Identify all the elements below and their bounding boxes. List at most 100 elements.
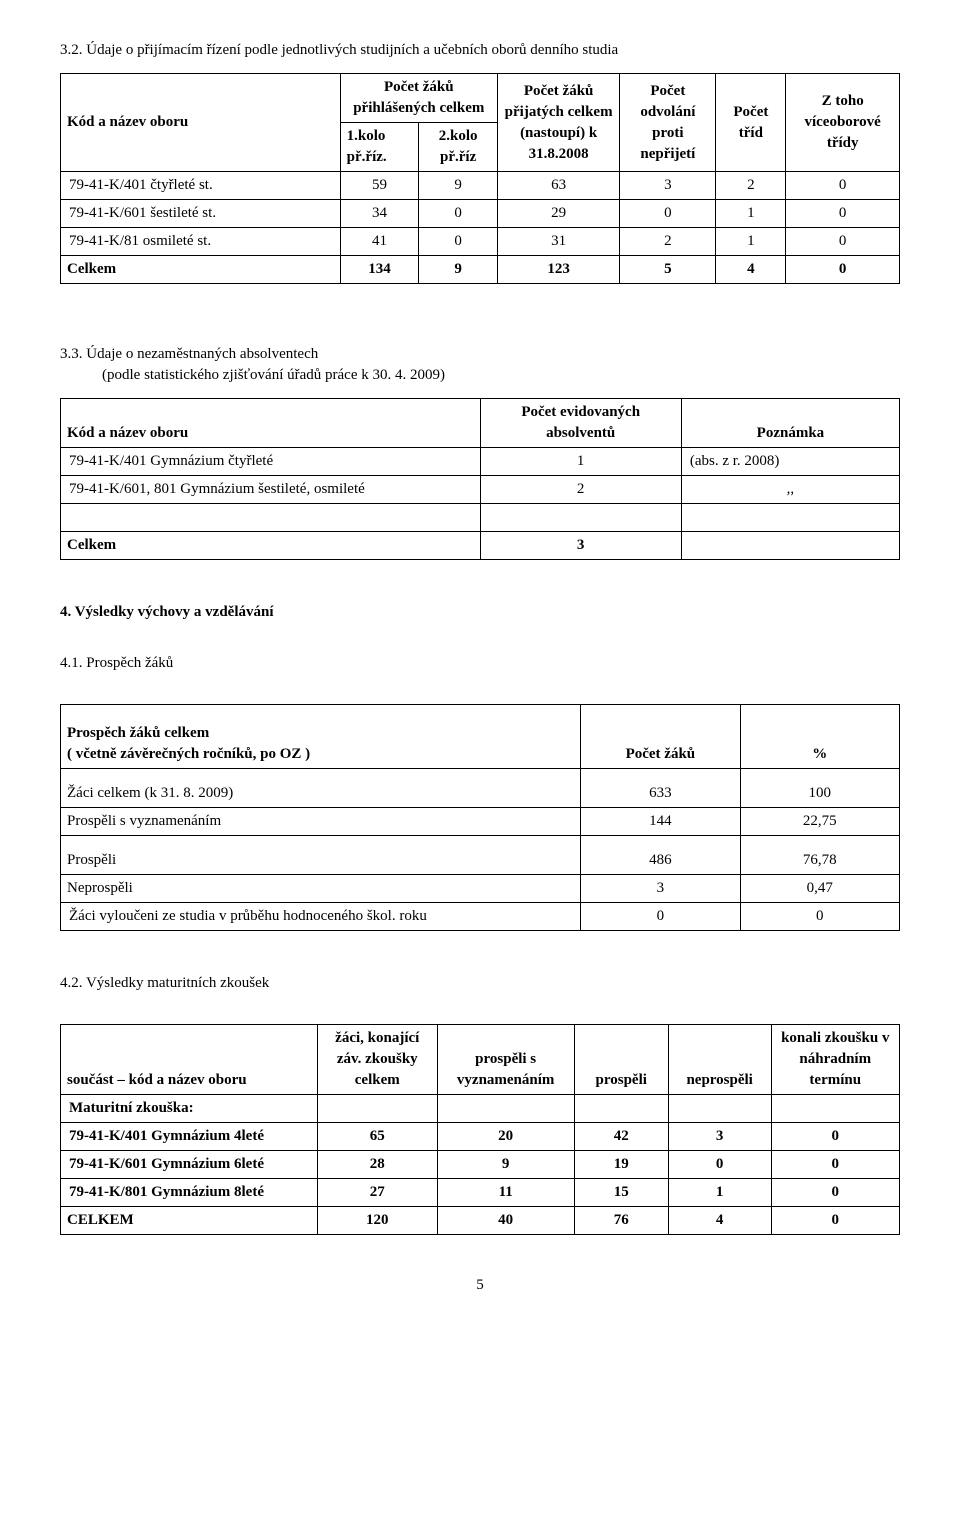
table-4-2: součást – kód a název oboru žáci, konají… xyxy=(60,1024,900,1235)
table-3-3: Kód a název oboru Počet evidovaných abso… xyxy=(60,398,900,560)
cell: 9 xyxy=(437,1151,574,1179)
cell-label: 79-41-K/401 čtyřleté st. xyxy=(61,172,341,200)
cell: 40 xyxy=(437,1207,574,1235)
cell-label: Prospěli xyxy=(61,836,581,875)
table-row: 79-41-K/401 Gymnázium 4leté 65 20 42 3 0 xyxy=(61,1123,900,1151)
th-pct: % xyxy=(740,705,899,769)
cell: 0 xyxy=(740,903,899,931)
page-number: 5 xyxy=(60,1275,900,1296)
table-row: Prospěli s vyznamenáním 144 22,75 xyxy=(61,808,900,836)
cell: 4 xyxy=(716,256,786,284)
cell: 3 xyxy=(480,532,681,560)
section-3-2-title: 3.2. Údaje o přijímacím řízení podle jed… xyxy=(102,40,900,61)
cell-label: 79-41-K/401 Gymnázium čtyřleté xyxy=(61,448,481,476)
cell-total-label: Celkem xyxy=(61,256,341,284)
cell: 27 xyxy=(317,1179,437,1207)
cell: 0 xyxy=(771,1123,899,1151)
cell: 0 xyxy=(786,256,900,284)
cell: 29 xyxy=(497,200,619,228)
cell: 31 xyxy=(497,228,619,256)
cell: 76,78 xyxy=(740,836,899,875)
table-row: Prospěli 486 76,78 xyxy=(61,836,900,875)
cell: 9 xyxy=(419,256,498,284)
cell: 144 xyxy=(581,808,740,836)
th-evid: Počet evidovaných absolventů xyxy=(480,399,681,448)
table-row: 79-41-K/601 šestileté st. 34 0 29 0 1 0 xyxy=(61,200,900,228)
cell: 9 xyxy=(419,172,498,200)
cell: 3 xyxy=(620,172,716,200)
cell-label: 79-41-K/801 Gymnázium 8leté xyxy=(61,1179,318,1207)
cell: 76 xyxy=(574,1207,668,1235)
th-pocet: Počet žáků xyxy=(581,705,740,769)
cell: 100 xyxy=(740,769,899,808)
table-row: 79-41-K/801 Gymnázium 8leté 27 11 15 1 0 xyxy=(61,1179,900,1207)
cell: 0 xyxy=(620,200,716,228)
cell: 0 xyxy=(668,1151,771,1179)
table-row-empty xyxy=(61,504,900,532)
cell: 134 xyxy=(340,256,419,284)
th-prijatych: Počet žáků přijatých celkem (nastoupí) k… xyxy=(497,74,619,172)
cell: 1 xyxy=(668,1179,771,1207)
cell-label: 79-41-K/81 osmileté st. xyxy=(61,228,341,256)
th-soucast: součást – kód a název oboru xyxy=(61,1025,318,1095)
cell-total-label: Celkem xyxy=(61,532,481,560)
cell: 3 xyxy=(668,1123,771,1151)
cell: 42 xyxy=(574,1123,668,1151)
table-4-1: Prospěch žáků celkem ( včetně závěrečnýc… xyxy=(60,704,900,931)
cell: 0 xyxy=(771,1151,899,1179)
cell: 19 xyxy=(574,1151,668,1179)
table-row: Žáci celkem (k 31. 8. 2009) 633 100 xyxy=(61,769,900,808)
section-4-title: 4. Výsledky výchovy a vzdělávání xyxy=(60,602,900,623)
cell: 1 xyxy=(716,200,786,228)
th-nahr: konali zkoušku v náhradním termínu xyxy=(771,1025,899,1095)
th-kolo1: 1.kolo př.říz. xyxy=(340,123,419,172)
cell-subheader: Maturitní zkouška: xyxy=(61,1095,318,1123)
th-prospeli: prospěli xyxy=(574,1025,668,1095)
table-row: 79-41-K/401 čtyřleté st. 59 9 63 3 2 0 xyxy=(61,172,900,200)
cell-label: 79-41-K/601, 801 Gymnázium šestileté, os… xyxy=(61,476,481,504)
cell: 63 xyxy=(497,172,619,200)
table-row: 79-41-K/401 Gymnázium čtyřleté 1 (abs. z… xyxy=(61,448,900,476)
table-row: 79-41-K/601 Gymnázium 6leté 28 9 19 0 0 xyxy=(61,1151,900,1179)
cell: 120 xyxy=(317,1207,437,1235)
cell-label: Žáci vyloučeni ze studia v průběhu hodno… xyxy=(61,903,581,931)
cell: 5 xyxy=(620,256,716,284)
table-row: Neprospěli 3 0,47 xyxy=(61,875,900,903)
cell-label: 79-41-K/601 šestileté st. xyxy=(61,200,341,228)
cell: 486 xyxy=(581,836,740,875)
th-pozn: Poznámka xyxy=(681,399,899,448)
cell: 0 xyxy=(786,200,900,228)
cell: 0 xyxy=(771,1179,899,1207)
cell: 3 xyxy=(581,875,740,903)
cell-total-label: CELKEM xyxy=(61,1207,318,1235)
cell xyxy=(681,532,899,560)
th-svyz: prospěli s vyznamenáním xyxy=(437,1025,574,1095)
section-3-3-title-l1: 3.3. Údaje o nezaměstnaných absolventech xyxy=(60,344,900,365)
cell-label: 79-41-K/401 Gymnázium 4leté xyxy=(61,1123,318,1151)
cell: 4 xyxy=(668,1207,771,1235)
table-row: 79-41-K/601, 801 Gymnázium šestileté, os… xyxy=(61,476,900,504)
th-viceobor: Z toho víceoborové třídy xyxy=(786,74,900,172)
table-row-total: Celkem 134 9 123 5 4 0 xyxy=(61,256,900,284)
cell: 20 xyxy=(437,1123,574,1151)
cell: 59 xyxy=(340,172,419,200)
cell-label: Žáci celkem (k 31. 8. 2009) xyxy=(61,769,581,808)
cell: 41 xyxy=(340,228,419,256)
cell: 11 xyxy=(437,1179,574,1207)
th-konajici: žáci, konající záv. zkoušky celkem xyxy=(317,1025,437,1095)
table-3-2: Kód a název oboru Počet žáků přihlášenýc… xyxy=(60,73,900,284)
th-kolo2: 2.kolo př.říz xyxy=(419,123,498,172)
cell: 0 xyxy=(786,172,900,200)
cell: 0 xyxy=(771,1207,899,1235)
cell: 0 xyxy=(419,228,498,256)
table-row: Žáci vyloučeni ze studia v průběhu hodno… xyxy=(61,903,900,931)
cell-label: Prospěli s vyznamenáním xyxy=(61,808,581,836)
cell: 0 xyxy=(581,903,740,931)
cell: 2 xyxy=(480,476,681,504)
th-kod: Kód a název oboru xyxy=(61,399,481,448)
cell: 0,47 xyxy=(740,875,899,903)
cell-label: Neprospěli xyxy=(61,875,581,903)
th-prihlasenych: Počet žáků přihlášených celkem xyxy=(340,74,497,123)
cell: 0 xyxy=(786,228,900,256)
section-3-3-title-l2: (podle statistického zjišťování úřadů pr… xyxy=(60,365,900,386)
